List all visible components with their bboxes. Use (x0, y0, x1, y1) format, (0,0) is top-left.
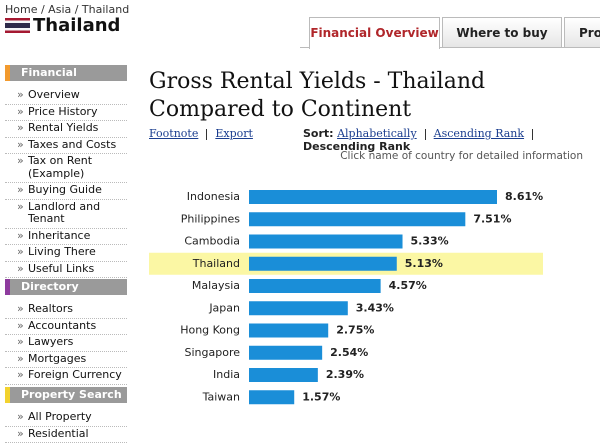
bar (249, 190, 497, 204)
heading-line: Gross Rental Yields - Thailand (149, 68, 485, 96)
value-label: 1.57% (302, 390, 340, 403)
heading-line: Compared to Continent (149, 96, 485, 124)
nav-item[interactable]: Overview (5, 88, 127, 105)
nav-item[interactable]: Landlord and Tenant (5, 200, 127, 229)
nav-item[interactable]: Tax on Rent (Example) (5, 154, 127, 183)
category-label[interactable]: Malaysia (192, 279, 240, 292)
nav-item[interactable]: Mortgages (5, 352, 127, 369)
nav-item[interactable]: Rental Yields (5, 121, 127, 138)
nav-item[interactable]: Price History (5, 105, 127, 122)
link[interactable]: Footnote (149, 127, 198, 140)
site-title: Thailand (33, 15, 120, 36)
nav-item[interactable]: Inheritance (5, 229, 127, 246)
links: Footnote Export (149, 127, 253, 140)
nav-item[interactable]: Living There (5, 245, 127, 262)
section-title: Directory (5, 279, 127, 295)
value-label: 5.13% (405, 257, 443, 270)
nav-item[interactable]: Foreign Currency (5, 368, 127, 385)
nav-item[interactable]: Useful Links (5, 262, 127, 279)
value-label: 5.33% (411, 235, 449, 248)
section-title: Property Search (5, 387, 127, 403)
value-label: 8.61% (505, 190, 543, 203)
category-label[interactable]: Indonesia (187, 190, 240, 203)
category-label[interactable]: Hong Kong (180, 324, 240, 337)
value-label: 2.39% (326, 368, 364, 381)
tab[interactable]: Pro (564, 17, 600, 47)
separator (206, 129, 207, 140)
bar (249, 301, 348, 315)
tab[interactable]: Financial Overview (309, 17, 440, 49)
category-label[interactable]: India (213, 368, 240, 381)
sidebar-section: Financial Overview OverviewPrice HistoryR… (5, 65, 127, 295)
section-title: Financial Overview (5, 65, 127, 81)
value-label: 7.51% (473, 212, 511, 225)
bar (249, 212, 465, 226)
nav-item[interactable]: Realtors (5, 302, 127, 319)
flag (5, 18, 30, 33)
separator (425, 129, 426, 140)
nav-item[interactable]: Residential (5, 427, 127, 443)
nav-item[interactable]: All Property (5, 410, 127, 427)
sort-label: Sort: (303, 127, 334, 140)
bar (249, 390, 294, 404)
bar (249, 257, 397, 271)
separator (532, 129, 533, 140)
bar (249, 324, 328, 338)
link[interactable]: Export (215, 127, 253, 140)
sort-option[interactable]: Alphabetically (337, 127, 417, 140)
page: Home / Asia / Thailand Thailand Financia… (0, 0, 600, 434)
category-label[interactable]: Taiwan (202, 390, 240, 403)
category-label[interactable]: Japan (208, 301, 240, 314)
nav-item[interactable]: Lawyers (5, 335, 127, 352)
category-label[interactable]: Thailand (192, 257, 240, 270)
category-label[interactable]: Cambodia (184, 235, 240, 248)
sort-option[interactable]: Ascending Rank (434, 127, 524, 140)
nav-item[interactable]: Buying Guide (5, 183, 127, 200)
value-label: 3.43% (356, 301, 394, 314)
bar (249, 279, 381, 293)
heading: Gross Rental Yields - Thailand Compared … (149, 68, 485, 124)
bar (249, 346, 322, 360)
value-label: 2.75% (336, 324, 374, 337)
value-label: 4.57% (389, 279, 427, 292)
sidebar-section: Property Search All PropertyResidential (5, 387, 127, 443)
sidebar-section: Directory RealtorsAccountantsLawyersMortg… (5, 279, 127, 385)
category-label[interactable]: Singapore (185, 346, 241, 359)
category-label[interactable]: Philippines (181, 212, 241, 225)
tab[interactable]: Where to buy (442, 17, 562, 47)
bar (249, 368, 318, 382)
chart: Indonesia 8.61% Philippines 7.51% Cambodia 5.… (149, 180, 589, 415)
value-label: 2.54% (330, 346, 368, 359)
nav-item[interactable]: Taxes and Costs (5, 138, 127, 155)
hint: Click name of country for detailed infor… (340, 150, 583, 162)
bar (249, 235, 403, 249)
nav-item[interactable]: Accountants (5, 319, 127, 336)
